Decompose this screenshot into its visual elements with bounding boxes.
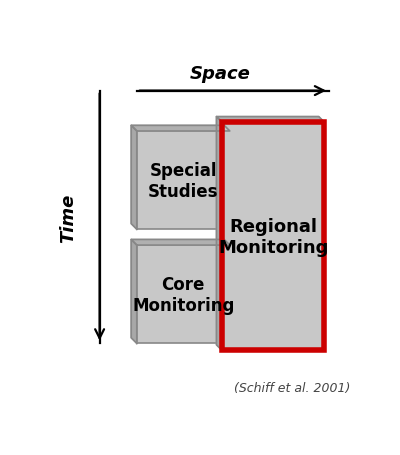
- Text: Special
Studies: Special Studies: [148, 162, 218, 200]
- Polygon shape: [131, 240, 230, 246]
- Text: Time: Time: [60, 193, 78, 242]
- Text: Space: Space: [190, 65, 251, 83]
- Polygon shape: [131, 126, 137, 230]
- Polygon shape: [131, 126, 230, 131]
- Bar: [222, 123, 324, 351]
- Text: (Schiff et al. 2001): (Schiff et al. 2001): [234, 381, 351, 394]
- Bar: [137, 246, 230, 344]
- Polygon shape: [216, 117, 222, 351]
- Text: Regional
Monitoring: Regional Monitoring: [218, 217, 328, 256]
- Polygon shape: [216, 117, 324, 123]
- Polygon shape: [131, 240, 137, 344]
- Text: Core
Monitoring: Core Monitoring: [132, 275, 234, 314]
- Bar: [222, 123, 324, 351]
- Bar: [137, 131, 230, 230]
